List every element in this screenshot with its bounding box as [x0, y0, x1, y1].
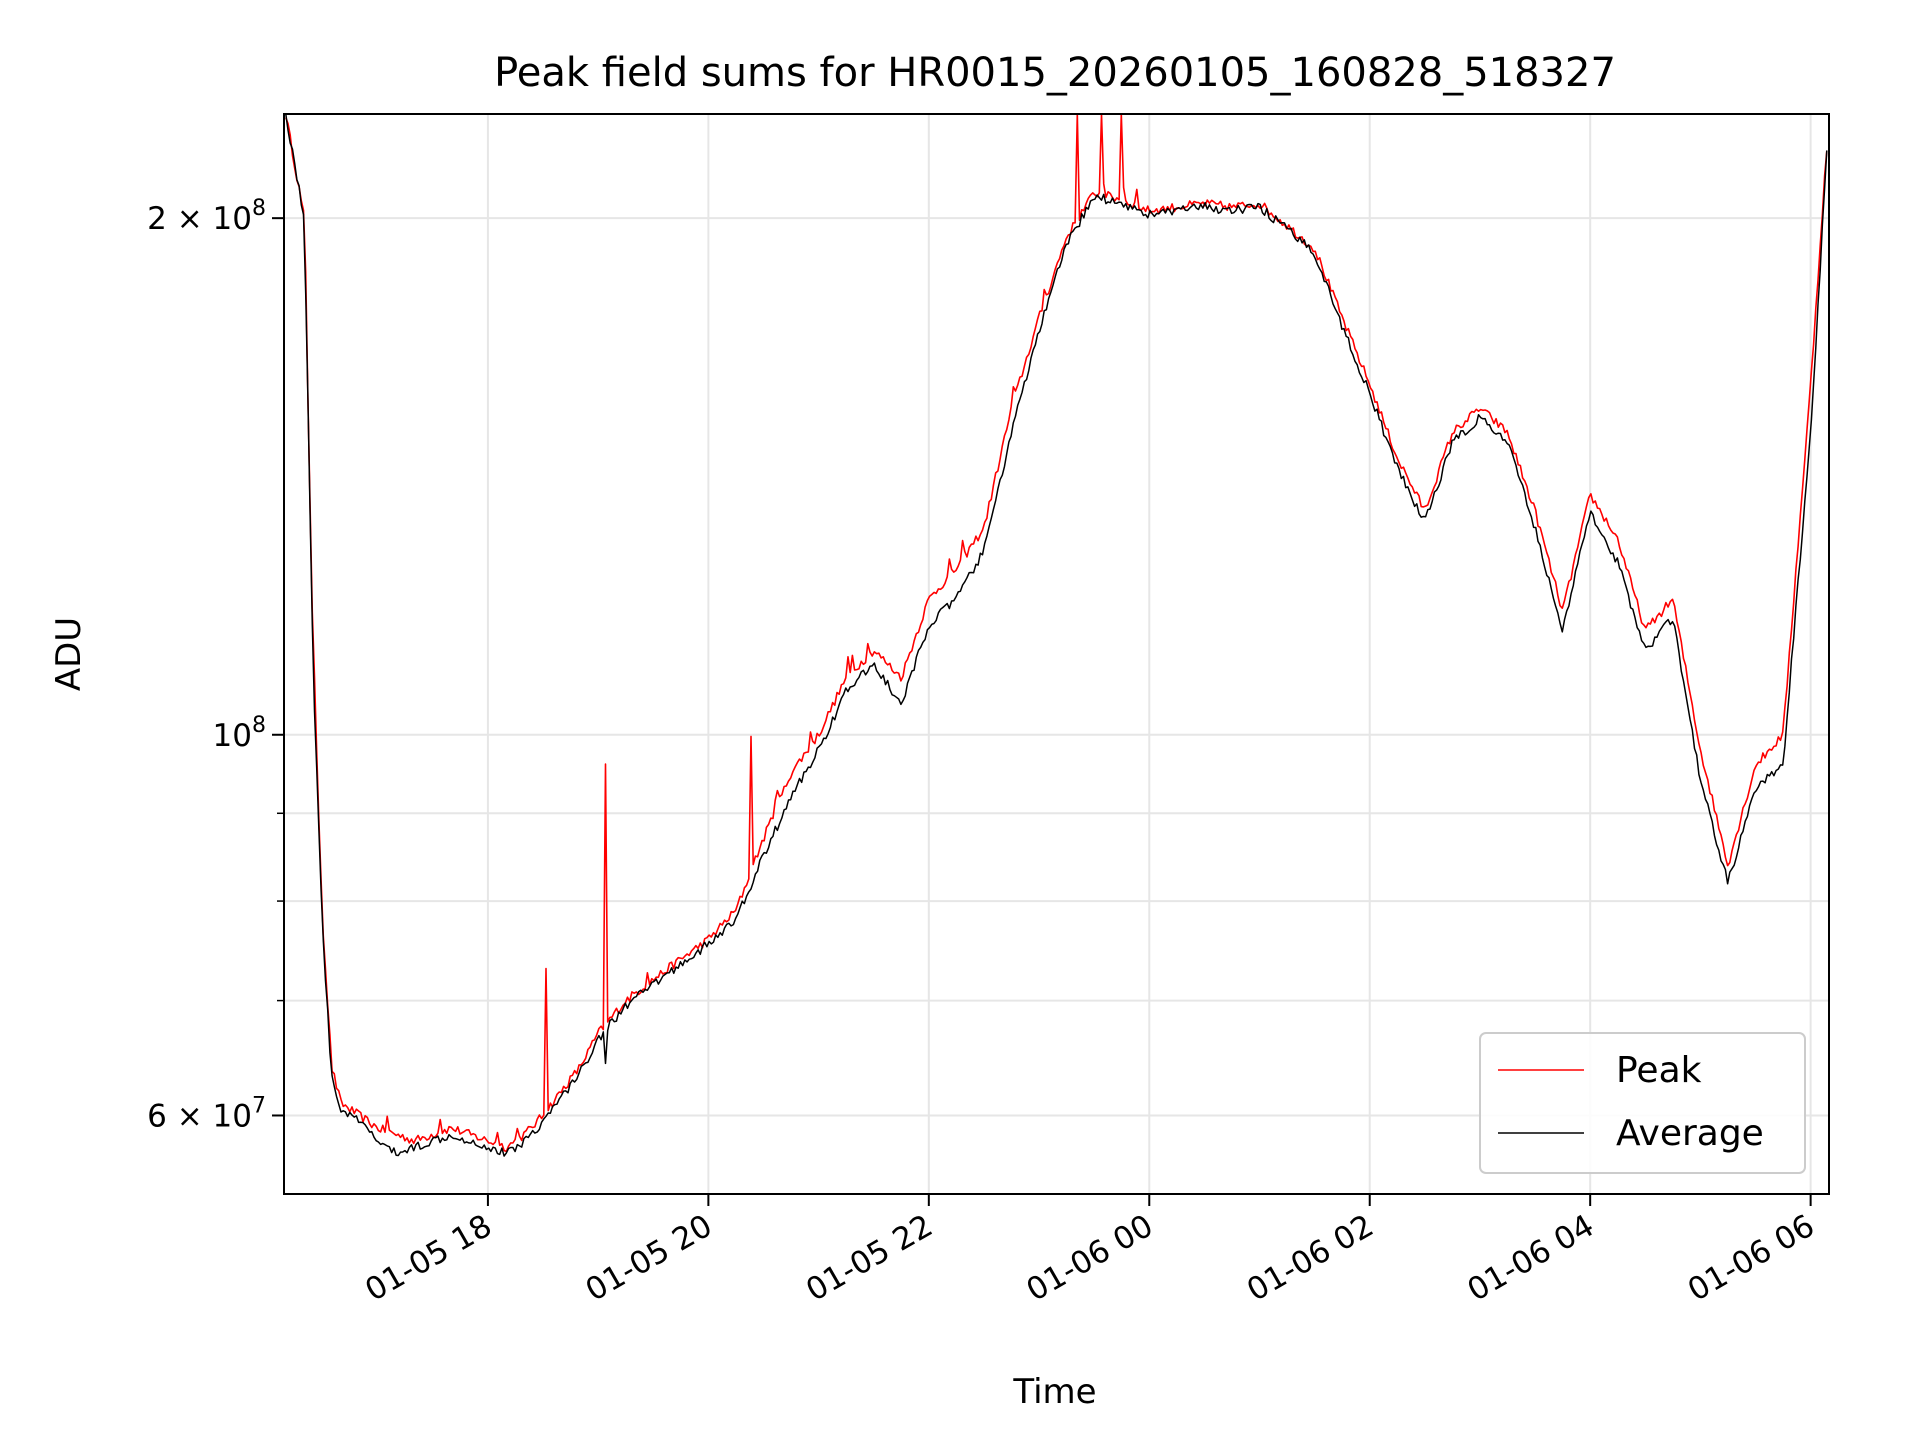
y-tick-label: 6 × 107	[147, 1093, 266, 1134]
legend-label-peak: Peak	[1616, 1050, 1702, 1091]
series-line-average	[285, 113, 1828, 1157]
legend: Peak Average	[1479, 1032, 1806, 1174]
chart-title: Peak field sums for HR0015_20260105_1608…	[494, 50, 1616, 96]
series-layer	[285, 113, 1828, 1157]
grid-lines	[284, 114, 1829, 1194]
y-axis-label: ADU	[49, 617, 89, 691]
y-axis: 2 × 108 108 6 × 107	[147, 196, 284, 1134]
legend-label-average: Average	[1616, 1113, 1764, 1154]
x-axis-label: Time	[1012, 1372, 1096, 1412]
legend-box	[1479, 1032, 1806, 1174]
series-line-peak	[285, 113, 1828, 1153]
y-tick-label: 108	[213, 713, 266, 754]
plot-frame	[283, 113, 1830, 1195]
y-tick-label: 2 × 108	[147, 196, 266, 237]
